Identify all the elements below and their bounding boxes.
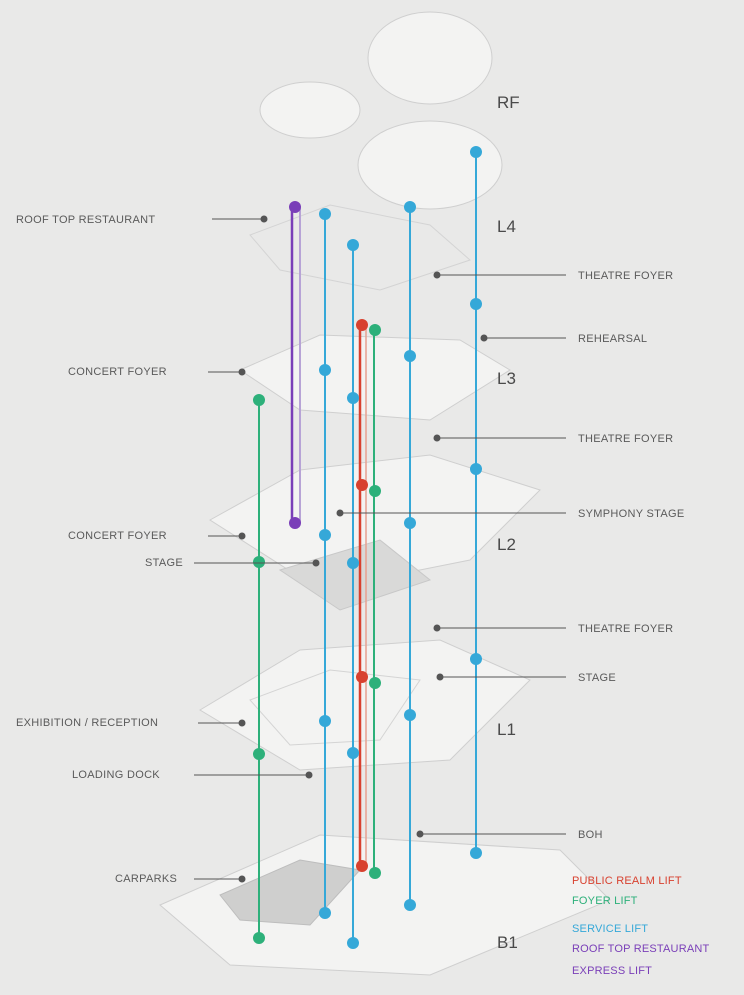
label-loading-dock: LOADING DOCK (72, 769, 160, 781)
leader-dot (433, 271, 441, 279)
l4-plate (357, 120, 503, 210)
public-realm-stop (356, 319, 368, 331)
service-stop (404, 899, 416, 911)
right-annotations: THEATRE FOYER REHEARSAL THEATRE FOYER SY… (336, 270, 684, 841)
service-stop (347, 747, 359, 759)
leader-dot (260, 215, 268, 223)
public-realm-stop (356, 479, 368, 491)
level-labels: RF L4 L3 L2 L1 B1 (497, 93, 520, 952)
express-stop (289, 201, 301, 213)
service-stop (319, 364, 331, 376)
service-stop (347, 557, 359, 569)
leader-dot (480, 334, 488, 342)
label-concert-foyer-l2: CONCERT FOYER (68, 530, 167, 542)
legend-express-lift: EXPRESS LIFT (572, 965, 652, 977)
l1-inner-plate (249, 669, 421, 746)
service-stop (347, 392, 359, 404)
service-stop (404, 709, 416, 721)
service-stop (404, 201, 416, 213)
label-theatre-foyer-l3: THEATRE FOYER (578, 433, 673, 445)
label-carpark: CARPARKS (115, 873, 177, 885)
label-boh: BOH (578, 829, 603, 841)
legend-public-realm-lift: PUBLIC REALM LIFT (572, 875, 682, 887)
level-label-l3: L3 (497, 369, 516, 388)
service-stop (470, 146, 482, 158)
level-label-l2: L2 (497, 535, 516, 554)
leader-dot (305, 771, 313, 779)
level-label-b1: B1 (497, 933, 518, 952)
label-theatre-foyer-l4: THEATRE FOYER (578, 270, 673, 282)
level-label-rf: RF (497, 93, 520, 112)
label-rooftop-restaurant: ROOF TOP RESTAURANT (16, 214, 155, 226)
left-annotations: ROOF TOP RESTAURANT CONCERT FOYER CONCER… (16, 214, 320, 885)
leader-dot (336, 509, 344, 517)
leader-dot (433, 434, 441, 442)
service-stop (347, 937, 359, 949)
foyer-stop (369, 485, 381, 497)
label-concert-foyer-l3: CONCERT FOYER (68, 366, 167, 378)
foyer-stop (369, 324, 381, 336)
foyer-stop (253, 556, 265, 568)
leader-dot (416, 830, 424, 838)
leader-dot (238, 368, 246, 376)
foyer-stop (369, 867, 381, 879)
lift-stops (253, 146, 482, 949)
lift-shafts (258, 150, 477, 945)
leader-dot (238, 532, 246, 540)
legend-foyer-lift: FOYER LIFT (572, 895, 638, 907)
level-label-l4: L4 (497, 217, 516, 236)
service-stop (319, 208, 331, 220)
service-stop (404, 517, 416, 529)
l1-floor-plate (199, 639, 531, 771)
service-stop (347, 239, 359, 251)
label-symphony-stage: SYMPHONY STAGE (578, 508, 684, 520)
service-stop (319, 529, 331, 541)
leader-dot (436, 673, 444, 681)
leader-dot (238, 719, 246, 727)
service-stop (404, 350, 416, 362)
l4-floor-plate (249, 204, 471, 291)
service-stop (470, 847, 482, 859)
floor-plates (159, 11, 611, 976)
service-stop (319, 907, 331, 919)
service-stop (470, 653, 482, 665)
leader-dot (433, 624, 441, 632)
leader-dot (312, 559, 320, 567)
service-stop (319, 715, 331, 727)
legend-service-lift: SERVICE LIFT (572, 923, 648, 935)
legend-rooftop-restaurant: ROOF TOP RESTAURANT (572, 943, 710, 955)
label-theatre-foyer-l1: THEATRE FOYER (578, 623, 673, 635)
foyer-stop (253, 748, 265, 760)
l2-stage-plate (278, 539, 432, 611)
label-rehearsal: REHEARSAL (578, 333, 647, 345)
label-stage-l1: STAGE (578, 672, 616, 684)
public-realm-stop (356, 671, 368, 683)
service-stop (470, 298, 482, 310)
express-stop (289, 517, 301, 529)
foyer-stop (253, 394, 265, 406)
level-label-l1: L1 (497, 720, 516, 739)
foyer-stop (369, 677, 381, 689)
label-stage-l2: STAGE (145, 557, 183, 569)
roof-plate-small (259, 81, 361, 139)
label-exhibition-reception: EXHIBITION / RECEPTION (16, 717, 158, 729)
legend: PUBLIC REALM LIFT FOYER LIFT SERVICE LIF… (572, 875, 710, 977)
roof-plate-large (367, 11, 493, 105)
foyer-stop (253, 932, 265, 944)
service-stop (470, 463, 482, 475)
leader-dot (238, 875, 246, 883)
b1-floor-plate (159, 834, 611, 976)
public-realm-stop (356, 860, 368, 872)
